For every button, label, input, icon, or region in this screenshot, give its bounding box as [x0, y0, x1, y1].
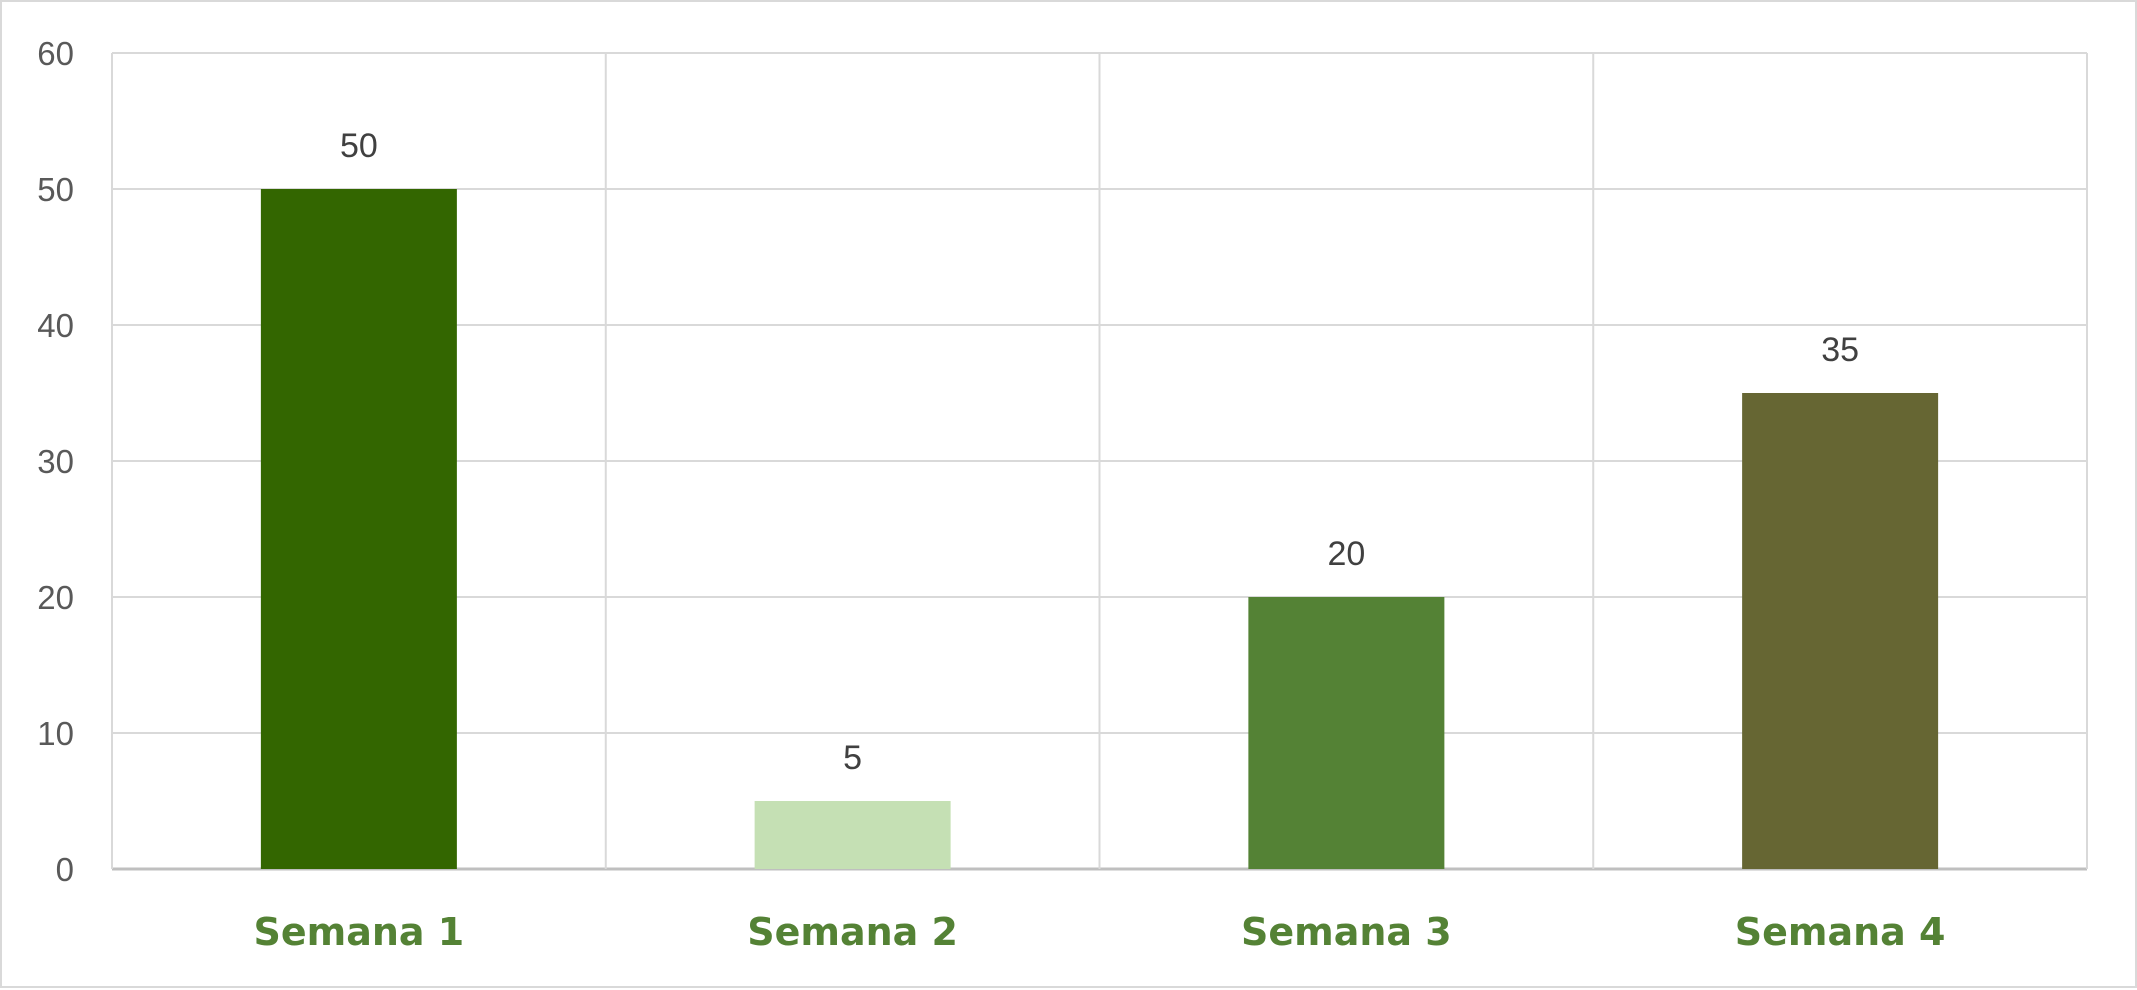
bars	[260, 189, 1939, 869]
y-tick-label: 30	[37, 443, 74, 480]
data-label: 20	[1327, 535, 1365, 573]
y-tick-label: 50	[37, 171, 74, 208]
bar	[1248, 597, 1445, 869]
bar	[1742, 393, 1939, 869]
data-labels: 50 5 20 35	[340, 127, 1859, 777]
bar	[260, 189, 457, 869]
bar	[754, 801, 951, 869]
y-tick-label: 0	[56, 851, 74, 888]
data-label: 5	[843, 739, 862, 777]
y-axis-ticks: 0 10 20 30 40 50 60	[37, 35, 74, 888]
y-tick-label: 20	[37, 579, 74, 616]
x-category-label: Semana 3	[1241, 910, 1452, 954]
y-tick-label: 60	[37, 35, 74, 72]
y-tick-label: 10	[37, 715, 74, 752]
x-axis-categories: Semana 1 Semana 2 Semana 3 Semana 4	[254, 910, 1946, 954]
data-label: 50	[340, 127, 378, 165]
x-category-label: Semana 2	[747, 910, 958, 954]
data-label: 35	[1821, 331, 1859, 369]
x-category-label: Semana 4	[1735, 910, 1946, 954]
x-category-label: Semana 1	[254, 910, 465, 954]
y-tick-label: 40	[37, 307, 74, 344]
